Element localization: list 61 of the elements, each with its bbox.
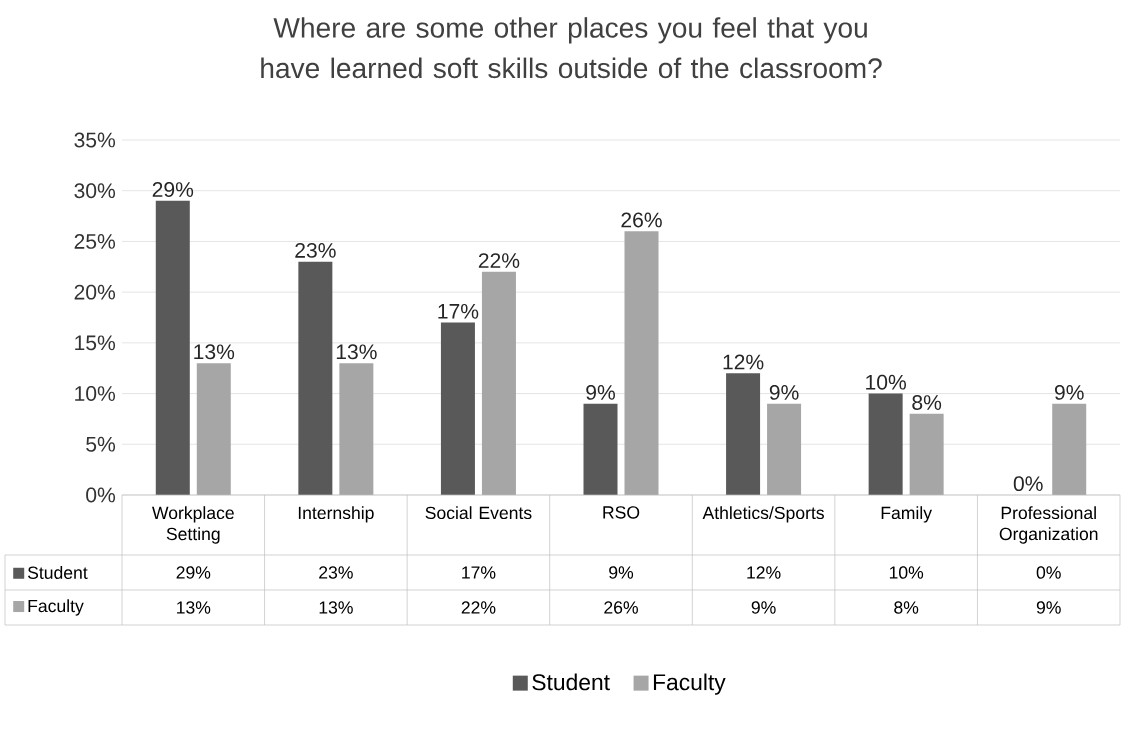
bar [339,363,374,495]
bar [196,363,231,495]
bar [1052,403,1087,495]
data-label: 26% [604,601,638,614]
bar [298,261,333,495]
y-tick-label: 25% [74,233,116,249]
text: 13% [194,344,235,360]
x-tick-label: Family [881,506,932,523]
data-label: 22% [461,601,496,614]
bar [481,271,516,495]
y-tick-label: 15% [75,335,116,351]
x-tick-label: Social Events [425,506,532,520]
text: 26% [621,212,662,228]
data-label: 10% [889,566,924,579]
text: 13% [336,344,377,360]
data-label: 9% [1036,601,1061,614]
text: Student [532,673,610,691]
y-tick-label: 0% [86,487,116,503]
y-tick-label: 5% [86,436,116,452]
data-label: 0% [1036,566,1061,579]
chart-title: Where are some other places you feel that you have learned soft skills outside of the classroom? [261,17,882,79]
text: 29% [152,182,194,197]
data-label: 12% [747,566,781,579]
text: 9% [769,384,799,400]
y-tick-label: 35% [74,132,116,148]
data-label: 29% [176,566,211,579]
text: 9% [1054,384,1084,400]
bar [440,322,475,495]
y-tick-label: 20% [74,284,116,300]
text: 22% [478,253,520,268]
bar [767,403,802,495]
legend-label: Faculty [28,599,84,616]
data-label: 8% [894,601,919,614]
data-label: 9% [751,601,776,614]
legend-label: Student [27,566,88,579]
bar [624,231,659,495]
x-tick-label: Athletics/Sports [702,506,824,523]
data-label: 13% [319,601,353,614]
text: 8% [912,395,942,410]
y-tick-label: 30% [74,183,116,199]
x-tick-label: Workplace Setting [152,506,234,544]
text: Faculty [653,673,726,695]
data-label: 13% [177,601,211,614]
bar [868,393,903,495]
text: 23% [295,242,336,258]
bar [726,373,761,495]
text: 10% [866,374,906,390]
data-label: 17% [462,566,496,579]
text: 9% [586,384,615,400]
text: 0% [1013,476,1043,492]
x-tick-label: Internship [298,506,374,523]
x-tick-label: Professional Organization [999,506,1098,544]
data-label: 9% [609,566,634,579]
data-label: 23% [319,566,353,579]
y-tick-label: 10% [75,386,116,402]
bar [583,403,618,495]
text: 12% [723,354,764,370]
text: 17% [438,303,479,319]
bar [909,413,944,495]
x-tick-label: RSO [603,506,640,519]
bar [155,200,190,495]
